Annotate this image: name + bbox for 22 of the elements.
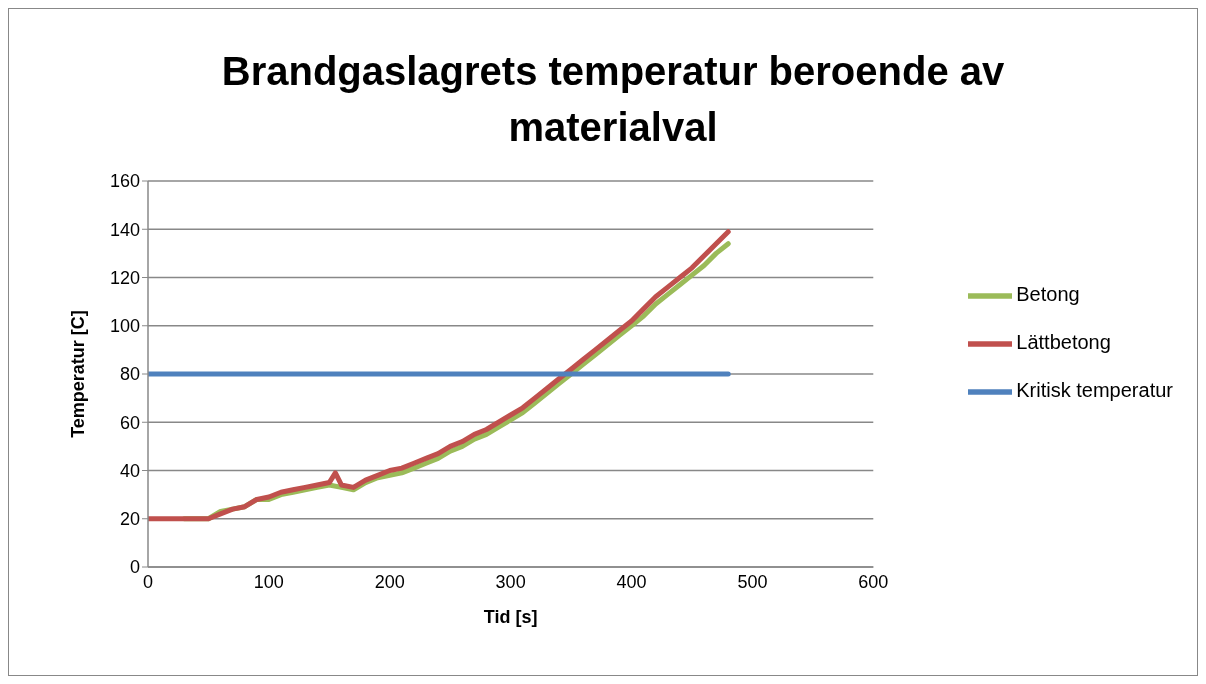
- x-tick-label: 0: [142, 571, 154, 592]
- chart-title: Brandgaslagrets temperatur beroende av materialval: [220, 48, 1006, 151]
- legend-label: Betong: [1016, 283, 1080, 305]
- y-tick-label: 140: [109, 219, 140, 240]
- y-tick-label: 0: [129, 557, 140, 578]
- y-tick-label: 40: [119, 460, 140, 481]
- y-tick-label: 80: [119, 364, 140, 385]
- x-tick-label: 200: [374, 571, 405, 592]
- x-tick-label: 600: [858, 571, 889, 592]
- x-tick-label: 500: [737, 571, 768, 592]
- legend-label: Lättbetong: [1016, 331, 1111, 353]
- y-tick-label: 100: [109, 316, 140, 337]
- y-tick-label: 20: [119, 509, 140, 530]
- y-tick-label: 120: [109, 267, 140, 288]
- x-tick-label: 300: [495, 571, 526, 592]
- legend-label: Kritisk temperatur: [1016, 379, 1173, 401]
- y-axis-title: Temperatur [C]: [68, 310, 89, 438]
- x-tick-label: 400: [616, 571, 647, 592]
- y-tick-label: 160: [109, 171, 140, 192]
- y-tick-label: 60: [119, 412, 140, 433]
- x-axis-title: Tid [s]: [483, 607, 538, 627]
- x-tick-label: 100: [253, 571, 284, 592]
